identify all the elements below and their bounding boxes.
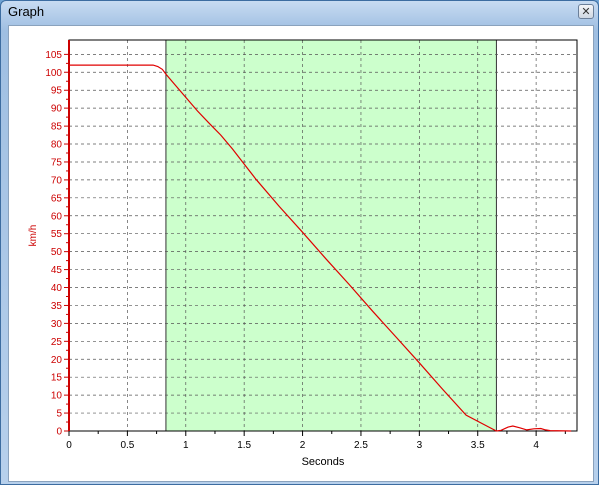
y-tick-label: 85 — [51, 122, 63, 133]
x-tick-label: 4 — [533, 440, 539, 451]
x-tick-label: 2.5 — [354, 440, 368, 451]
y-tick-label: 20 — [51, 355, 63, 366]
x-axis-title: Seconds — [302, 456, 345, 468]
x-tick-label: 0 — [66, 440, 72, 451]
x-tick-label: 0.5 — [120, 440, 134, 451]
x-tick-label: 3 — [417, 440, 423, 451]
y-tick-label: 105 — [45, 50, 62, 61]
highlight-region — [165, 39, 497, 432]
y-tick-label: 70 — [51, 175, 63, 186]
y-tick-label: 75 — [51, 157, 63, 168]
x-tick-label: 1.5 — [237, 440, 251, 451]
y-tick-label: 0 — [56, 427, 62, 438]
y-tick-label: 65 — [51, 193, 63, 204]
y-tick-label: 45 — [51, 265, 63, 276]
y-tick-label: 5 — [56, 409, 62, 420]
y-tick-label: 95 — [51, 86, 63, 97]
y-tick-label: 40 — [51, 283, 63, 294]
y-axis-title: km/h — [28, 225, 39, 247]
title-bar[interactable]: Graph ✕ — [1, 1, 598, 25]
close-button[interactable]: ✕ — [578, 4, 594, 19]
speed-series-line — [69, 64, 572, 432]
x-tick-label: 1 — [183, 440, 189, 451]
y-tick-label: 90 — [51, 104, 63, 115]
y-tick-label: 25 — [51, 337, 63, 348]
speed-chart: 0510152025303540455055606570758085909510… — [28, 39, 578, 468]
y-tick-label: 80 — [51, 140, 63, 151]
chart-area: 0 5 10 15 20 25 30 35 40 45 50 55 60 65 70 75 80 85 90 95 10… — [8, 25, 594, 482]
y-tick-label: 60 — [51, 211, 63, 222]
window-title: Graph — [8, 4, 45, 19]
y-tick-label: 15 — [51, 373, 63, 384]
x-tick-label: 3.5 — [471, 440, 485, 451]
y-tick-label: 30 — [51, 319, 63, 330]
y-tick-label: 35 — [51, 301, 63, 312]
y-tick-label: 50 — [51, 247, 63, 258]
x-tick-label: 2 — [300, 440, 306, 451]
y-tick-label: 100 — [45, 68, 62, 79]
y-tick-label: 55 — [51, 229, 63, 240]
y-tick-label: 10 — [51, 391, 63, 402]
close-icon[interactable]: ✕ — [581, 5, 591, 18]
